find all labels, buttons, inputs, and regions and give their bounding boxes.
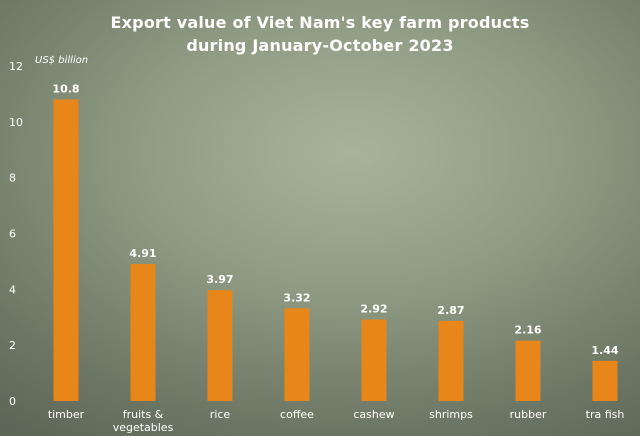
bar bbox=[284, 308, 310, 401]
y-tick-label: 10 bbox=[9, 116, 23, 129]
bar bbox=[130, 263, 156, 401]
y-tick-label: 4 bbox=[9, 283, 16, 296]
data-label: 3.32 bbox=[283, 291, 310, 304]
x-tick-label: shrimps bbox=[429, 408, 473, 421]
x-tick-label: rice bbox=[210, 408, 231, 421]
data-label: 3.97 bbox=[206, 273, 233, 286]
data-label: 2.87 bbox=[437, 304, 464, 317]
y-tick-label: 12 bbox=[9, 60, 23, 73]
data-label: 10.8 bbox=[52, 83, 79, 96]
y-tick-label: 6 bbox=[9, 228, 16, 241]
x-tick-label: fruits & vegetables bbox=[113, 408, 174, 434]
bar bbox=[592, 360, 618, 401]
data-label: 2.92 bbox=[360, 302, 387, 315]
x-tick-label: timber bbox=[48, 408, 85, 421]
data-label: 2.16 bbox=[514, 324, 541, 337]
data-label: 4.91 bbox=[129, 247, 156, 260]
bar bbox=[53, 99, 79, 401]
x-tick-label: coffee bbox=[280, 408, 314, 421]
data-label: 1.44 bbox=[591, 344, 618, 357]
bar bbox=[361, 319, 387, 401]
chart-subtitle: during January-October 2023 bbox=[186, 36, 454, 55]
y-tick-label: 2 bbox=[9, 339, 16, 352]
y-axis-unit-label: US$ billion bbox=[35, 55, 88, 66]
bar bbox=[438, 320, 464, 401]
y-tick-label: 8 bbox=[9, 172, 16, 185]
x-tick-label: rubber bbox=[510, 408, 547, 421]
bar bbox=[515, 340, 541, 401]
y-tick-label: 0 bbox=[9, 395, 16, 408]
x-tick-label: tra fish bbox=[586, 408, 625, 421]
chart-title: Export value of Viet Nam's key farm prod… bbox=[110, 13, 530, 32]
bar bbox=[207, 290, 233, 401]
x-tick-label: cashew bbox=[353, 408, 394, 421]
